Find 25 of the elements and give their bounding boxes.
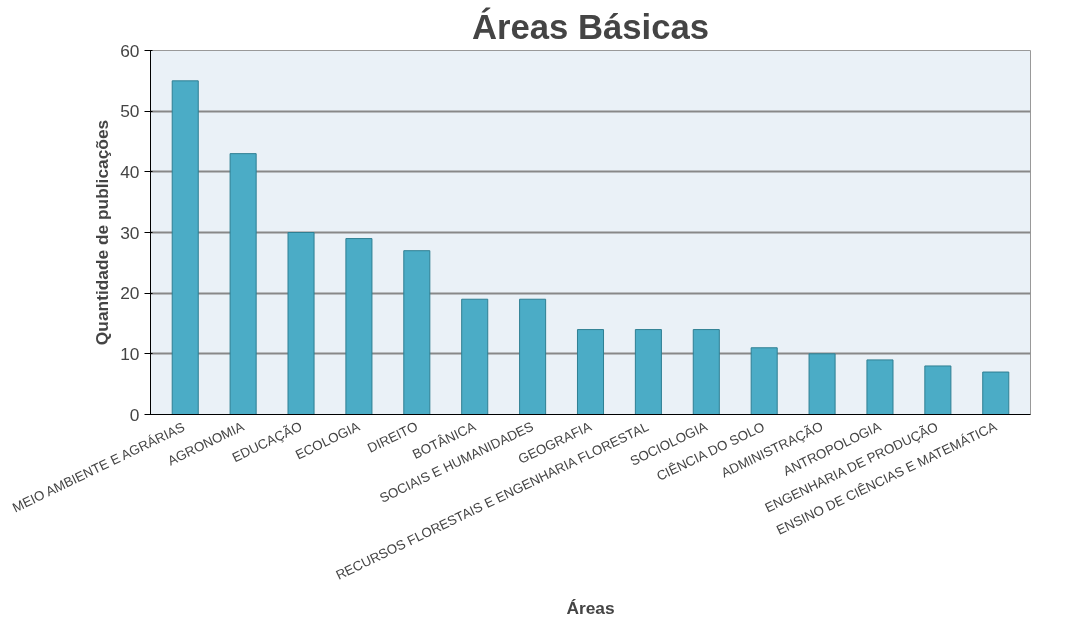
y-tick-label: 30 xyxy=(120,222,140,243)
bar xyxy=(982,371,1010,415)
x-axis-title: Áreas xyxy=(566,597,615,618)
bar xyxy=(866,359,894,415)
bar xyxy=(171,80,199,415)
bar xyxy=(345,238,373,415)
bar xyxy=(287,232,315,415)
bar xyxy=(634,329,662,415)
bar xyxy=(808,353,836,415)
y-tick-label: 60 xyxy=(120,40,140,61)
y-axis-title: Quantidade de publicações xyxy=(92,119,113,346)
y-tick-label: 10 xyxy=(120,343,140,364)
bar xyxy=(461,298,489,415)
chart-title: Áreas Básicas xyxy=(472,6,709,46)
bar xyxy=(692,329,720,415)
y-tick-label: 20 xyxy=(120,283,140,304)
y-tick-label: 40 xyxy=(120,161,140,182)
y-tick-label: 0 xyxy=(129,404,140,425)
bar xyxy=(750,347,778,415)
bar xyxy=(403,250,431,415)
bar xyxy=(576,329,605,415)
bar xyxy=(924,365,952,415)
bar xyxy=(519,298,547,415)
y-tick-label: 50 xyxy=(120,101,140,122)
bar xyxy=(229,153,257,415)
